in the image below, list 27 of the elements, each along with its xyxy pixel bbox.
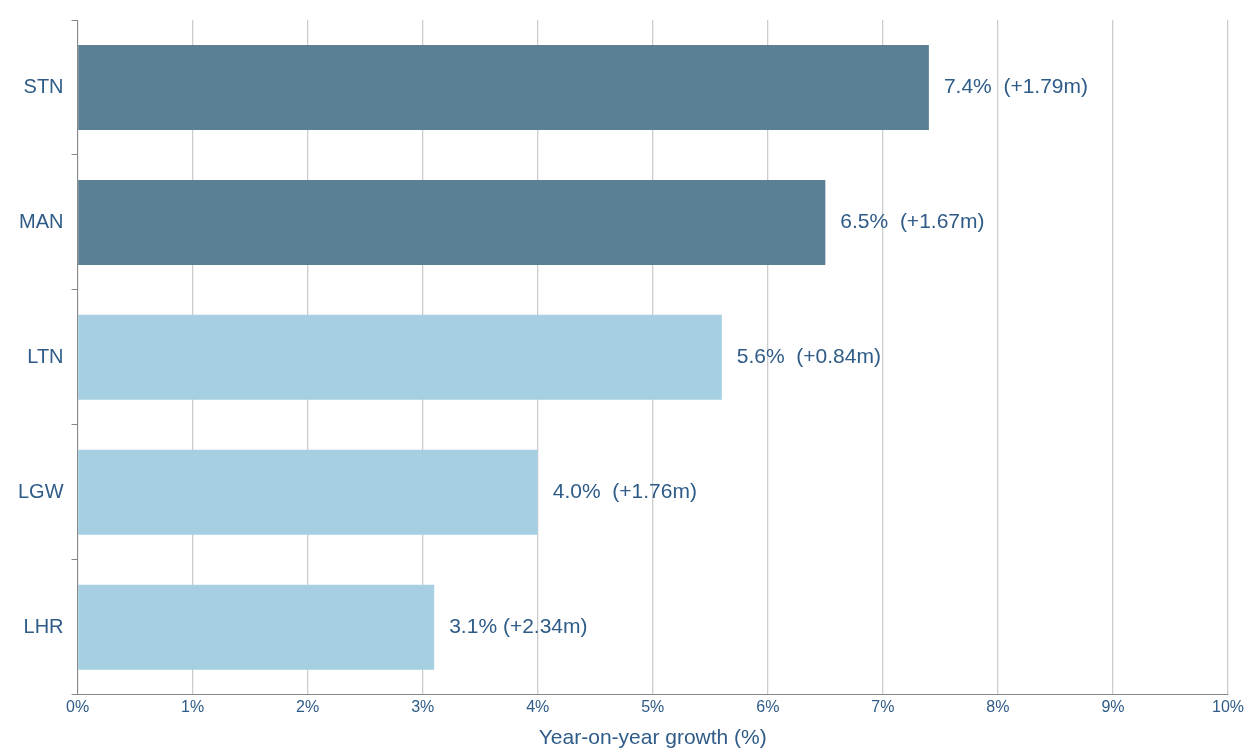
y-tick-label: STN: [23, 74, 64, 97]
data-label: 4.0% (+1.76m): [552, 479, 697, 503]
data-label: 6.5% (+1.67m): [840, 209, 985, 233]
bar: [78, 44, 929, 130]
y-tick-label: LHR: [23, 614, 64, 637]
bar: [78, 449, 538, 535]
data-label: 5.6% (+0.84m): [736, 344, 881, 368]
x-axis-title: Year-on-year growth (%): [538, 725, 767, 749]
bar: [78, 584, 435, 670]
y-tick-label: MAN: [19, 209, 64, 232]
x-tick-label: 9%: [1101, 697, 1125, 715]
y-tick-label: LGW: [17, 479, 64, 502]
x-tick-label: 6%: [756, 697, 780, 715]
x-tick-label: 4%: [526, 697, 550, 715]
x-tick-label: 3%: [411, 697, 435, 715]
x-tick-label: 2%: [296, 697, 320, 715]
x-tick-label: 0%: [65, 697, 90, 715]
x-tick-label: 7%: [871, 697, 895, 715]
x-tick-label: 8%: [986, 697, 1010, 715]
x-tick-label: 1%: [181, 697, 205, 715]
bar: [78, 314, 722, 400]
x-tick-label: 10%: [1211, 697, 1245, 715]
y-tick-label: LTN: [27, 344, 64, 367]
bar: [78, 179, 826, 265]
data-label: 7.4% (+1.79m): [943, 74, 1089, 98]
data-label: 3.1% (+2.34m): [449, 613, 588, 637]
x-tick-label: 5%: [641, 697, 665, 715]
